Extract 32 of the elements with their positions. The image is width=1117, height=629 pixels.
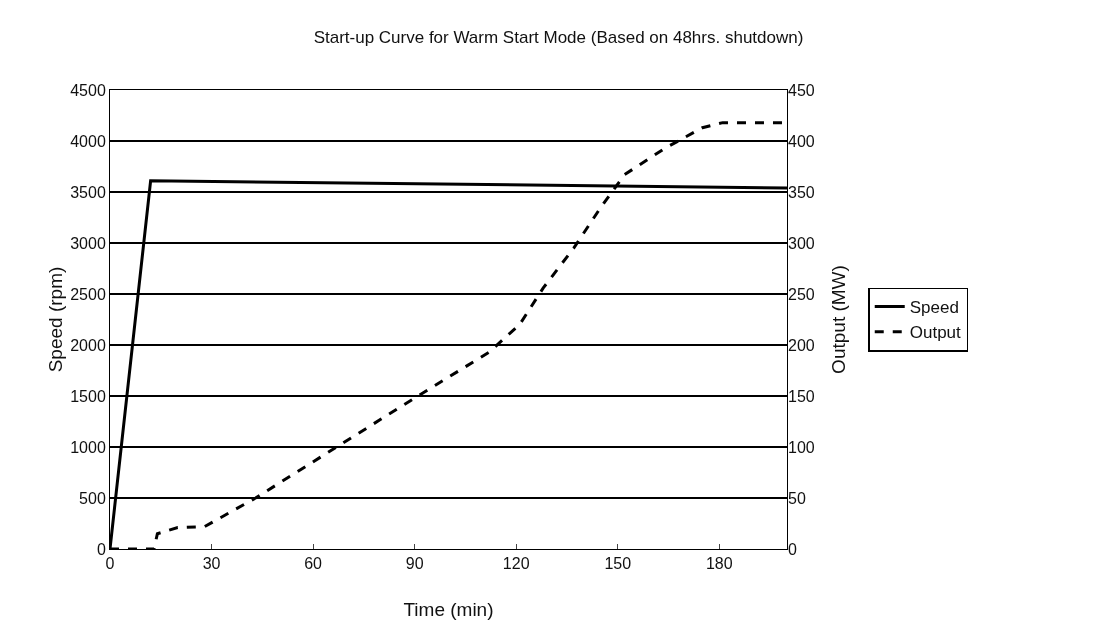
x-tick-label: 60 bbox=[304, 555, 323, 573]
y-tick-label: 1500 bbox=[70, 387, 106, 405]
y2-tick-label: 200 bbox=[788, 336, 815, 354]
y2-axis-title: Output (MW) bbox=[827, 265, 849, 374]
legend-label: Speed bbox=[909, 298, 959, 318]
y2-tick-label: 50 bbox=[788, 489, 806, 507]
x-tick-label: 30 bbox=[202, 555, 221, 573]
legend-label: Output bbox=[909, 323, 962, 343]
y-tick-label: 0 bbox=[96, 540, 106, 558]
y2-tick-label: 250 bbox=[788, 285, 815, 303]
y2-tick-label: 0 bbox=[788, 540, 797, 558]
x-tick-label: 180 bbox=[705, 555, 733, 573]
y-tick-label: 4500 bbox=[70, 81, 106, 99]
chart-title: Start-up Curve for Warm Start Mode (Based on 48hrs. shutdown) bbox=[313, 28, 804, 48]
y2-tick-label: 300 bbox=[788, 234, 815, 252]
y-tick-label: 2000 bbox=[70, 336, 106, 354]
y-tick-label: 3000 bbox=[70, 234, 106, 252]
y-axis-title: Speed (rpm) bbox=[45, 266, 66, 373]
x-tick-label: 90 bbox=[405, 555, 424, 573]
y-tick-label: 1000 bbox=[70, 438, 106, 456]
y2-tick-label: 350 bbox=[788, 183, 815, 201]
y2-tick-label: 150 bbox=[788, 387, 815, 405]
y2-tick-label: 400 bbox=[788, 132, 815, 150]
x-tick-label: 150 bbox=[604, 555, 632, 573]
y-tick-label: 3500 bbox=[70, 183, 106, 201]
y-tick-label: 4000 bbox=[70, 132, 106, 150]
y2-tick-label: 450 bbox=[788, 81, 815, 99]
y2-tick-label: 100 bbox=[788, 438, 815, 456]
x-axis-title: Time (min) bbox=[403, 599, 494, 620]
y-tick-label: 2500 bbox=[70, 285, 106, 303]
x-tick-label: 120 bbox=[502, 555, 530, 573]
y-tick-label: 500 bbox=[79, 489, 106, 507]
